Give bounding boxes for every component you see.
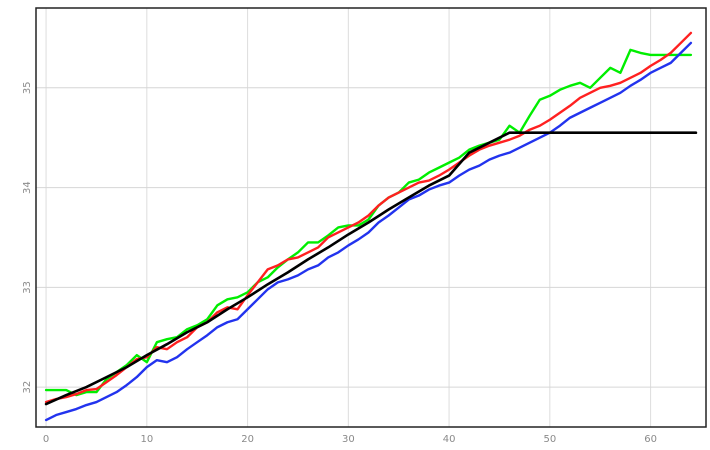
x-tick-label: 60 xyxy=(644,434,657,445)
x-tick-label: 40 xyxy=(443,434,456,445)
series-layer xyxy=(44,31,698,422)
x-tick-label: 10 xyxy=(140,434,153,445)
series-blue-line xyxy=(44,41,693,422)
y-gridlines xyxy=(36,87,706,388)
x-tick-labels: 0 10 20 30 40 50 60 xyxy=(43,434,657,445)
y-tick-labels: 32 33 34 35 xyxy=(22,81,33,393)
x-tick-label: 20 xyxy=(241,434,254,445)
x-tick-label: 0 xyxy=(43,434,49,445)
y-tick-label: 32 xyxy=(22,381,33,394)
y-tick-label: 34 xyxy=(22,181,33,194)
x-gridlines xyxy=(45,8,652,427)
y-tick-label: 33 xyxy=(22,281,33,294)
series-black-line xyxy=(44,131,698,406)
x-tick-label: 50 xyxy=(543,434,556,445)
x-tick-label: 30 xyxy=(342,434,355,445)
y-tick-label: 35 xyxy=(22,81,33,94)
plot-frame xyxy=(35,7,707,428)
